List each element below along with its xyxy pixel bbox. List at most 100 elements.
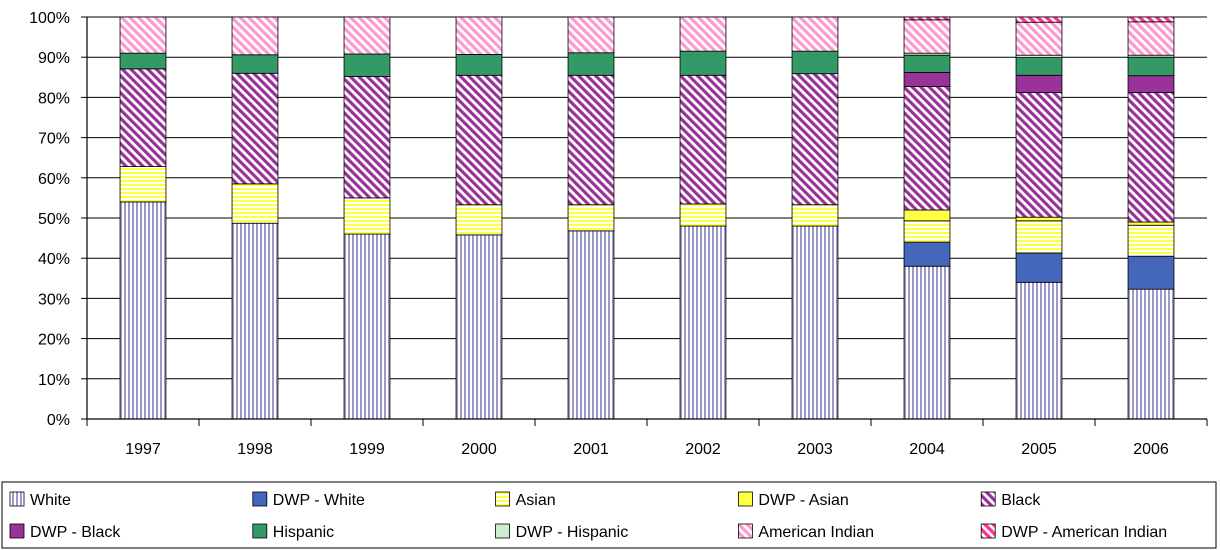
- bar-segment-black: [791, 73, 839, 206]
- bar-segment-black: [903, 86, 951, 211]
- x-tick-label: 1999: [349, 441, 385, 458]
- legend-label: DWP - Black: [30, 524, 121, 541]
- bar-segment-dwp-asian: [1127, 221, 1175, 226]
- y-tick-label: 90%: [38, 50, 70, 67]
- bar-segment-dwp-black: [903, 72, 951, 87]
- bar-segment-american-indian: [679, 16, 727, 52]
- bar-segment-black: [455, 74, 503, 206]
- y-axis-tick-labels: 0% 10% 20% 30% 40% 50% 60% 70% 80% 90% 100%: [29, 10, 70, 429]
- x-tick-label: 2003: [797, 441, 833, 458]
- x-tick-label: 2001: [573, 441, 609, 458]
- bar-segment-american-indian: [455, 16, 503, 55]
- legend-swatch: [252, 523, 268, 539]
- legend-label: DWP - White: [273, 492, 365, 509]
- bar-segment-american-indian: [567, 16, 615, 54]
- x-tick-label: 2006: [1133, 441, 1169, 458]
- bar-segment-american-indian: [1015, 21, 1063, 56]
- bar-segment-american-indian: [791, 16, 839, 52]
- legend-box: [1, 481, 1217, 549]
- y-tick-label: 30%: [38, 291, 70, 308]
- bar-segment-hispanic: [791, 50, 839, 75]
- legend-swatch: [980, 491, 996, 507]
- y-tick-label: 60%: [38, 171, 70, 188]
- y-tick-label: 0%: [47, 412, 70, 429]
- bar-segment-white: [679, 225, 727, 420]
- legend-swatch: [980, 523, 996, 539]
- bar-segment-asian: [679, 203, 727, 227]
- bar-segment-black: [567, 74, 615, 206]
- bar-segment-black: [679, 74, 727, 205]
- bar-segment-asian: [567, 204, 615, 232]
- legend-label: White: [30, 492, 71, 509]
- x-axis-tick-labels: 1997 1998 1999 2000 2001 2002 2003 2004 2005 2006: [125, 441, 1169, 458]
- bar-segment-white: [119, 201, 167, 420]
- legend-swatch: [495, 491, 511, 507]
- bar-segment-black: [1127, 92, 1175, 223]
- bar-segment-white: [1015, 281, 1063, 420]
- legend-swatch: [738, 491, 753, 507]
- legend-swatch: [9, 523, 25, 539]
- y-tick-label: 80%: [38, 90, 70, 107]
- bar-segment-hispanic: [1015, 57, 1063, 76]
- bar-segment-asian: [1127, 224, 1175, 257]
- x-tick-label: 2004: [909, 441, 945, 458]
- bar-segment-asian: [231, 183, 279, 224]
- axes: [81, 16, 1208, 426]
- y-tick-label: 10%: [38, 372, 70, 389]
- y-tick-label: 70%: [38, 131, 70, 148]
- y-tick-label: 100%: [29, 10, 70, 27]
- legend-label: Black: [1001, 492, 1041, 509]
- bar-segment-black: [1015, 92, 1063, 218]
- bar-segment-dwp-white: [903, 241, 951, 267]
- bars: [119, 16, 1175, 420]
- bar-segment-white: [903, 265, 951, 420]
- bar-segment-american-indian: [343, 16, 391, 55]
- bar-segment-american-indian: [231, 16, 279, 56]
- bar-segment-dwp-white: [1127, 255, 1175, 290]
- bar-segment-asian: [903, 220, 951, 243]
- bar-segment-american-indian: [119, 16, 167, 54]
- bar-segment-hispanic: [455, 53, 503, 76]
- bar-segment-asian: [455, 204, 503, 236]
- legend-label: American Indian: [758, 524, 874, 541]
- bar-segment-white: [791, 225, 839, 420]
- bar-segment-dwp-asian: [903, 209, 951, 222]
- legend-label: DWP - American Indian: [1001, 524, 1167, 541]
- bar-segment-dwp-american-indian: [1015, 16, 1063, 23]
- bar-segment-asian: [1015, 220, 1063, 254]
- legend-label: DWP - Asian: [758, 492, 848, 509]
- bar-segment-white: [567, 230, 615, 420]
- bar-segment-hispanic: [343, 53, 391, 77]
- bar-segment-black: [343, 76, 391, 199]
- x-tick-label: 2000: [461, 441, 497, 458]
- bar-segment-black: [119, 68, 167, 167]
- bar-segment-dwp-asian: [1015, 216, 1063, 222]
- bar-segment-hispanic: [679, 50, 727, 76]
- x-tick-label: 1998: [237, 441, 273, 458]
- bar-segment-dwp-american-indian: [903, 16, 951, 21]
- bar-segment-dwp-american-indian: [1127, 16, 1175, 23]
- bar-segment-hispanic: [903, 54, 951, 73]
- bar-segment-white: [1127, 288, 1175, 420]
- bar-segment-asian: [791, 204, 839, 227]
- x-tick-label: 2002: [685, 441, 721, 458]
- x-tick-label: 2005: [1021, 441, 1057, 458]
- bar-segment-black: [231, 72, 279, 185]
- y-tick-label: 50%: [38, 211, 70, 228]
- legend: White DWP - White Asian DWP - Asian Black DWP…: [1, 481, 1217, 549]
- bar-segment-white: [231, 222, 279, 420]
- y-tick-label: 20%: [38, 332, 70, 349]
- bar-segment-dwp-white: [1015, 252, 1063, 283]
- bar-segment-asian: [343, 197, 391, 235]
- bar-segment-hispanic: [1127, 56, 1175, 77]
- legend-label: Asian: [516, 492, 556, 509]
- legend-swatch: [738, 523, 753, 539]
- bar-segment-hispanic: [231, 54, 279, 74]
- bar-segment-hispanic: [567, 52, 615, 76]
- bar-segment-american-indian: [903, 19, 951, 54]
- bar-segment-white: [343, 233, 391, 420]
- y-tick-label: 40%: [38, 251, 70, 268]
- bar-segment-white: [455, 234, 503, 420]
- bar-segment-american-indian: [1127, 21, 1175, 56]
